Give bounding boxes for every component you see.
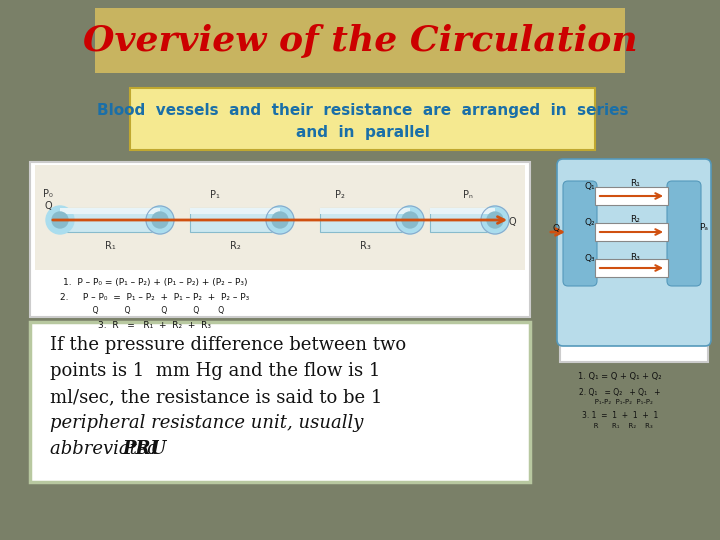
Circle shape [487,212,503,228]
Circle shape [266,206,294,234]
Text: Blood  vessels  and  their  resistance  are  arranged  in  series: Blood vessels and their resistance are a… [96,103,629,118]
FancyBboxPatch shape [667,181,701,286]
Bar [190,208,280,232]
Text: .: . [149,440,155,458]
Text: peripheral resistance unit, usually: peripheral resistance unit, usually [50,414,364,432]
Bar [190,208,280,214]
Bar [30,162,530,317]
Text: 3.  R   =   R₁  +  R₂  +  R₃: 3. R = R₁ + R₂ + R₃ [99,321,212,330]
Text: P₀
Q: P₀ Q [43,189,53,211]
Bar [60,208,160,214]
Text: 1. Q₁ = Q + Q₁ + Q₂: 1. Q₁ = Q + Q₁ + Q₂ [578,372,662,381]
Text: Q₁: Q₁ [585,181,595,191]
Text: ml/sec, the resistance is said to be 1: ml/sec, the resistance is said to be 1 [50,388,382,406]
FancyBboxPatch shape [557,159,711,346]
Bar [35,165,525,270]
Bar [430,208,495,214]
FancyBboxPatch shape [563,181,597,286]
Text: abbreviated: abbreviated [50,440,165,458]
Text: P₁: P₁ [210,190,220,200]
Bar [320,208,410,232]
Bar [95,8,625,73]
Bar [60,208,160,232]
Text: 1.  P – P₀ = (P₁ – P₂) + (P₁ – P₂) + (P₂ – P₃): 1. P – P₀ = (P₁ – P₂) + (P₁ – P₂) + (P₂ … [63,278,247,287]
Circle shape [46,206,74,234]
Text: Overview of the Circulation: Overview of the Circulation [83,24,637,57]
Text: R₁: R₁ [630,179,640,187]
Circle shape [481,206,509,234]
Text: points is 1  mm Hg and the flow is 1: points is 1 mm Hg and the flow is 1 [50,362,380,380]
Text: R₃: R₃ [359,241,370,251]
Text: Q           Q             Q           Q        Q: Q Q Q Q Q [76,306,224,314]
Text: Q: Q [552,224,559,233]
Text: R      R₁    R₂    R₃: R R₁ R₂ R₃ [588,423,653,429]
Text: P₁-P₂  P₁-P₂  P₁-P₂: P₁-P₂ P₁-P₂ P₁-P₂ [588,399,652,405]
Text: R₃: R₃ [630,253,640,261]
Text: Pₐ: Pₐ [700,224,708,233]
Bar [430,208,495,232]
Text: P₂: P₂ [335,190,345,200]
Text: Q₂: Q₂ [585,218,595,226]
Bar [130,88,595,150]
Circle shape [52,212,68,228]
Circle shape [146,206,174,234]
Bar [30,322,530,482]
Circle shape [152,212,168,228]
Text: Q₃: Q₃ [585,253,595,262]
Text: If the pressure difference between two: If the pressure difference between two [50,336,406,354]
Text: 3. 1  =  1  +  1  +  1: 3. 1 = 1 + 1 + 1 [582,411,658,421]
Bar [595,223,668,241]
Text: Q: Q [508,217,516,227]
Text: and  in  parallel: and in parallel [296,125,429,139]
Text: Pₙ: Pₙ [463,190,473,200]
Text: 2.     P – P₀  =  P₁ – P₂  +  P₁ – P₂  +  P₂ – P₃: 2. P – P₀ = P₁ – P₂ + P₁ – P₂ + P₂ – P₃ [60,294,250,302]
Circle shape [272,212,288,228]
Text: R₂: R₂ [230,241,240,251]
Bar [320,208,410,214]
Text: R₁: R₁ [104,241,115,251]
Bar [595,259,668,277]
Bar [560,162,708,362]
Text: 2. Q₁   = Q₂   + Q₁   +: 2. Q₁ = Q₂ + Q₁ + [580,388,661,396]
Text: R₂: R₂ [630,215,640,225]
Circle shape [396,206,424,234]
Text: PRU: PRU [122,440,166,458]
Circle shape [402,212,418,228]
Bar [595,187,668,205]
